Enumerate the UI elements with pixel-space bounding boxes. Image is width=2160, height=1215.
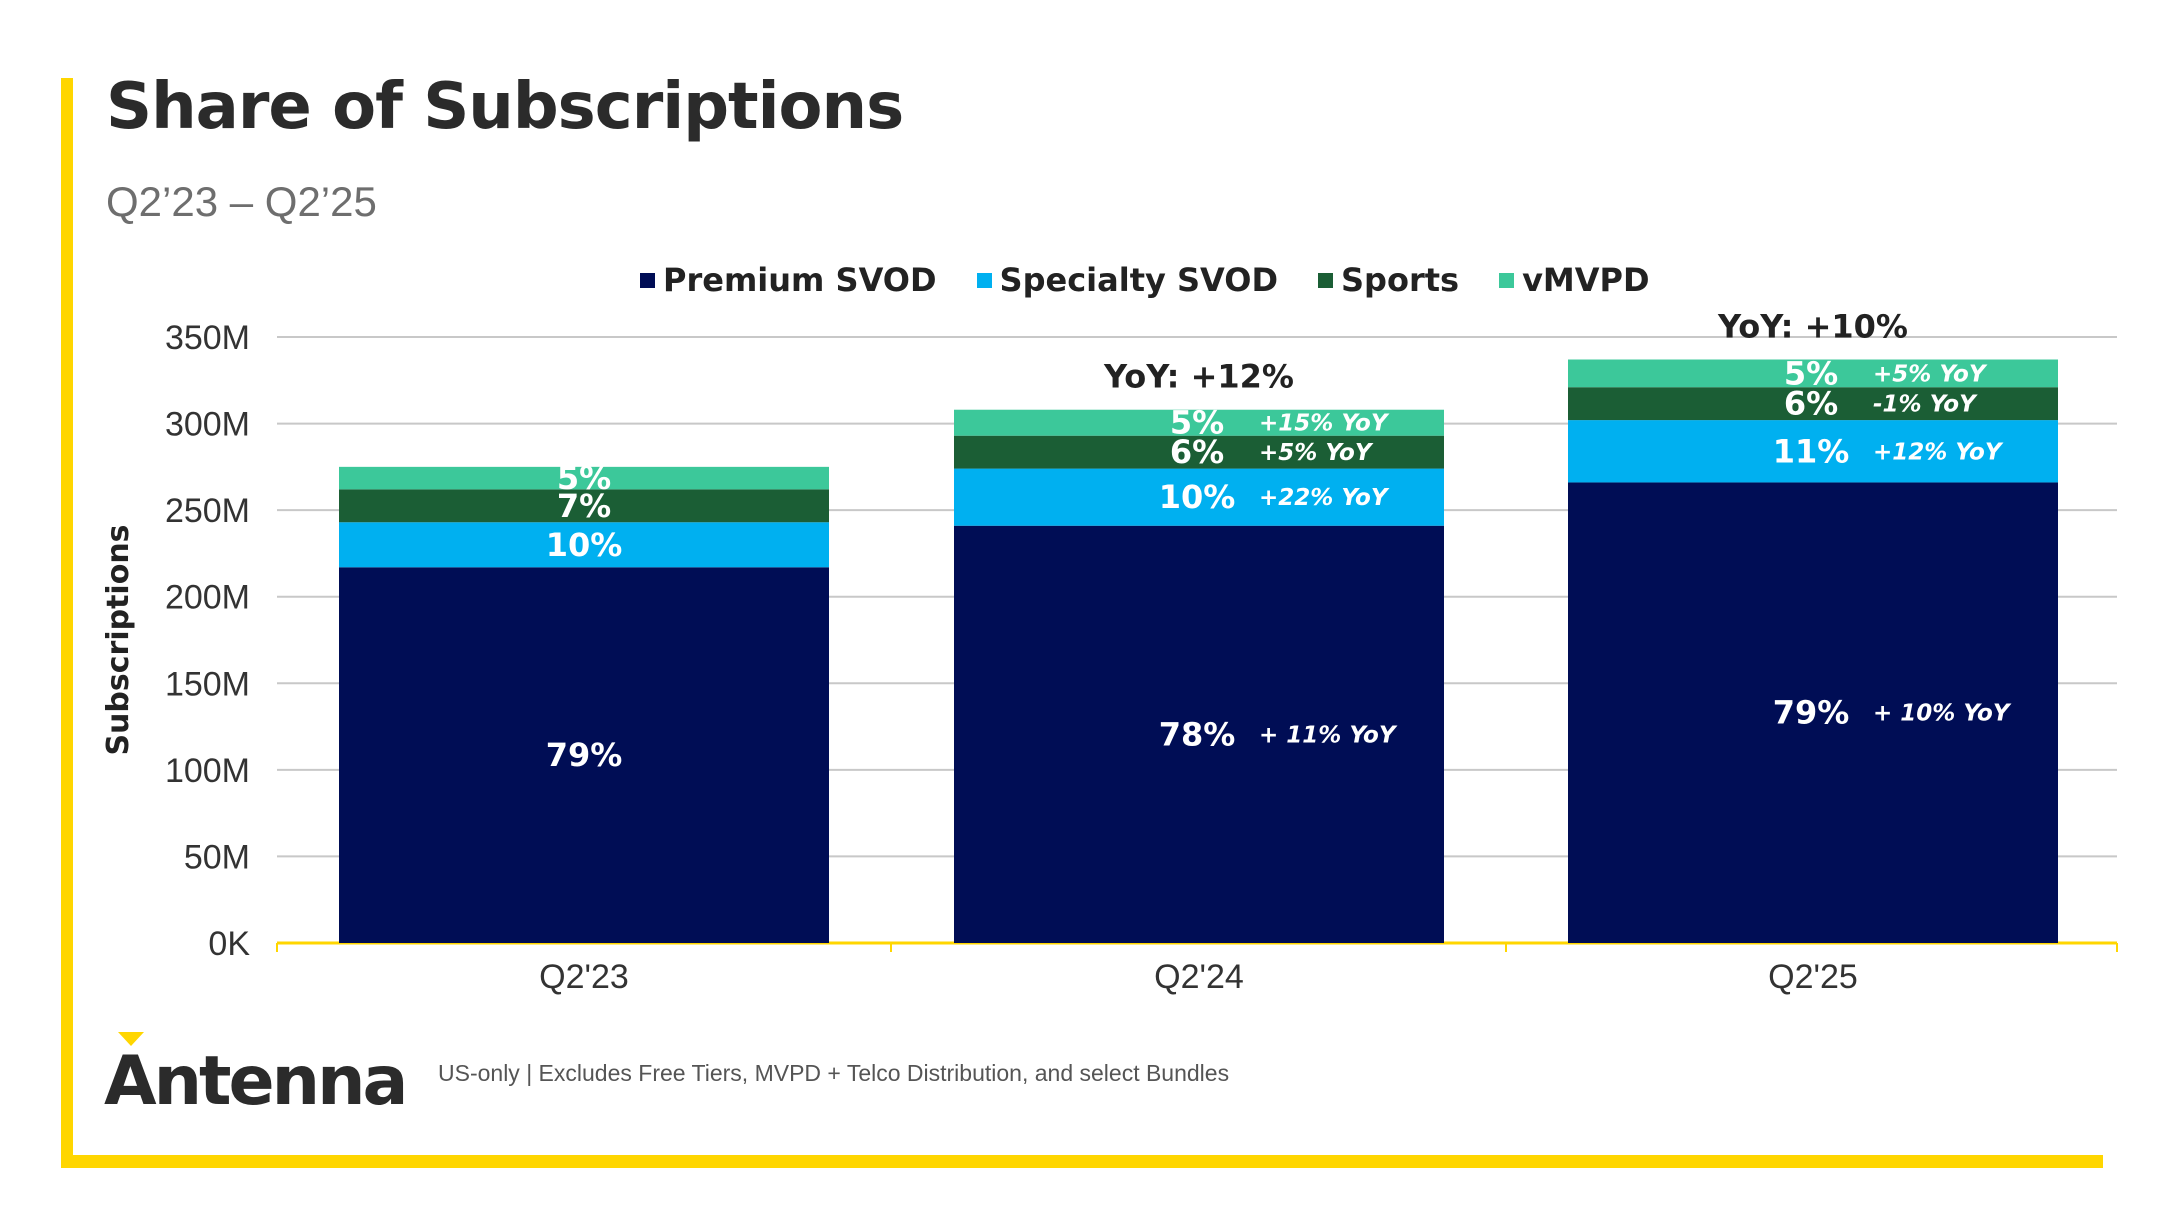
- segment-share-label: 79%: [1773, 694, 1850, 732]
- y-tick-label: 50M: [184, 838, 250, 876]
- bar-segment: [339, 489, 829, 523]
- segment-share-label: 6%: [1170, 433, 1224, 471]
- y-tick-label: 200M: [165, 579, 250, 617]
- legend-item: Sports: [1318, 261, 1459, 299]
- y-tick-label: 350M: [165, 319, 250, 357]
- bar-segment: [954, 409, 1444, 436]
- legend-swatch: [976, 272, 992, 288]
- bar-segment: [339, 466, 829, 490]
- segment-yoy-label: + 10% YoY: [1873, 701, 2012, 727]
- chart-legend: Premium SVOD Specialty SVOD Sports vMVPD: [640, 258, 1650, 302]
- bar-segment: [1568, 359, 2058, 388]
- segment-share-label: 78%: [1159, 715, 1236, 753]
- legend-label: vMVPD: [1522, 261, 1650, 299]
- bar-segment: [954, 525, 1444, 943]
- segment-yoy-label: +15% YoY: [1259, 411, 1390, 437]
- bar-segment: [954, 435, 1444, 469]
- total-yoy-label: YoY: +10%: [1717, 308, 1908, 346]
- segment-share-label: 10%: [1159, 478, 1236, 516]
- segment-share-label: 11%: [1773, 432, 1850, 470]
- y-tick-label: 0K: [208, 925, 250, 963]
- y-tick-label: 250M: [165, 492, 250, 530]
- total-yoy-label: YoY: +12%: [1103, 358, 1294, 396]
- bar-segment: [1568, 387, 2058, 421]
- y-tick-label: 100M: [165, 752, 250, 790]
- legend-swatch: [640, 272, 655, 288]
- page-title: Share of Subscriptions: [106, 70, 904, 144]
- brand-frame-left: [61, 78, 73, 1168]
- bar-segment: [339, 567, 829, 943]
- page-subtitle: Q2’23 – Q2’25: [106, 178, 377, 225]
- legend-label: Specialty SVOD: [999, 261, 1278, 299]
- segment-share-label: 79%: [546, 736, 623, 774]
- bar-segment: [339, 522, 829, 568]
- bar-segment: [1568, 482, 2058, 943]
- segment-yoy-label: +12% YoY: [1873, 439, 2004, 465]
- legend-item: vMVPD: [1499, 261, 1650, 299]
- segment-yoy-label: +5% YoY: [1259, 440, 1374, 466]
- segment-share-label: 10%: [546, 526, 623, 564]
- legend-swatch: [1318, 272, 1333, 288]
- x-tick-label: Q2'25: [1768, 958, 1858, 996]
- logo-wordmark: Antenna: [104, 1042, 408, 1121]
- segment-share-label: 6%: [1784, 385, 1838, 423]
- segment-yoy-label: +22% YoY: [1259, 485, 1390, 511]
- legend-label: Sports: [1341, 261, 1460, 299]
- segment-share-label: 5%: [557, 459, 611, 497]
- antenna-logo: Antenna: [104, 1032, 408, 1122]
- segment-share-label: 5%: [1170, 404, 1224, 442]
- y-tick-label: 300M: [165, 406, 250, 444]
- y-axis-label: Subscriptions: [101, 524, 136, 755]
- logo-caret-icon: [118, 1032, 144, 1046]
- x-tick-label: Q2'23: [539, 958, 629, 996]
- segment-yoy-label: -1% YoY: [1873, 392, 1978, 418]
- legend-swatch: [1499, 272, 1515, 288]
- bar-segment: [954, 468, 1444, 526]
- segment-yoy-label: +5% YoY: [1873, 361, 1988, 387]
- segment-share-label: 7%: [557, 487, 611, 525]
- legend-label: Premium SVOD: [663, 261, 937, 299]
- brand-frame-bottom: [61, 1155, 2103, 1168]
- footnote: US-only | Excludes Free Tiers, MVPD + Te…: [438, 1060, 1230, 1086]
- segment-yoy-label: + 11% YoY: [1259, 722, 1398, 748]
- legend-item: Premium SVOD: [640, 261, 937, 299]
- bar-segment: [1568, 420, 2058, 483]
- segment-share-label: 5%: [1784, 354, 1838, 392]
- legend-item: Specialty SVOD: [976, 261, 1278, 299]
- x-tick-label: Q2'24: [1154, 958, 1244, 996]
- y-tick-label: 150M: [165, 665, 250, 703]
